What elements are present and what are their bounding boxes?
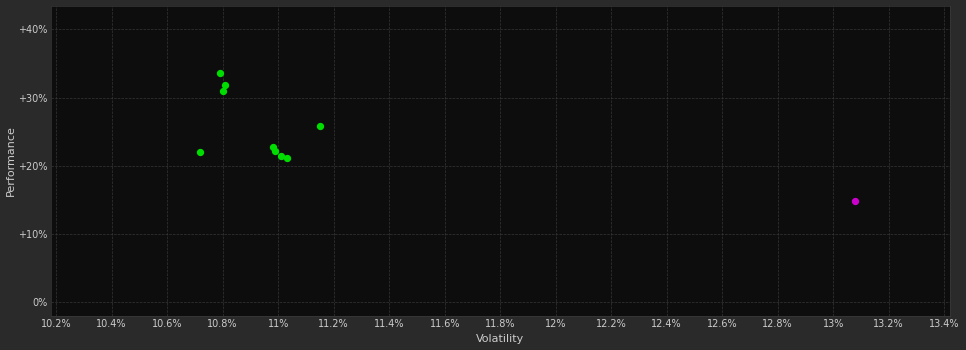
Point (312, 124, 327, 129)
X-axis label: Volatility: Volatility (476, 335, 525, 344)
Point (848, 199, 864, 204)
Point (265, 144, 280, 150)
Point (193, 149, 209, 154)
Point (217, 83, 233, 88)
Point (213, 70, 228, 76)
Y-axis label: Performance: Performance (6, 125, 15, 196)
Point (273, 153, 289, 159)
Point (268, 148, 283, 154)
Point (279, 155, 295, 161)
Point (215, 88, 231, 94)
